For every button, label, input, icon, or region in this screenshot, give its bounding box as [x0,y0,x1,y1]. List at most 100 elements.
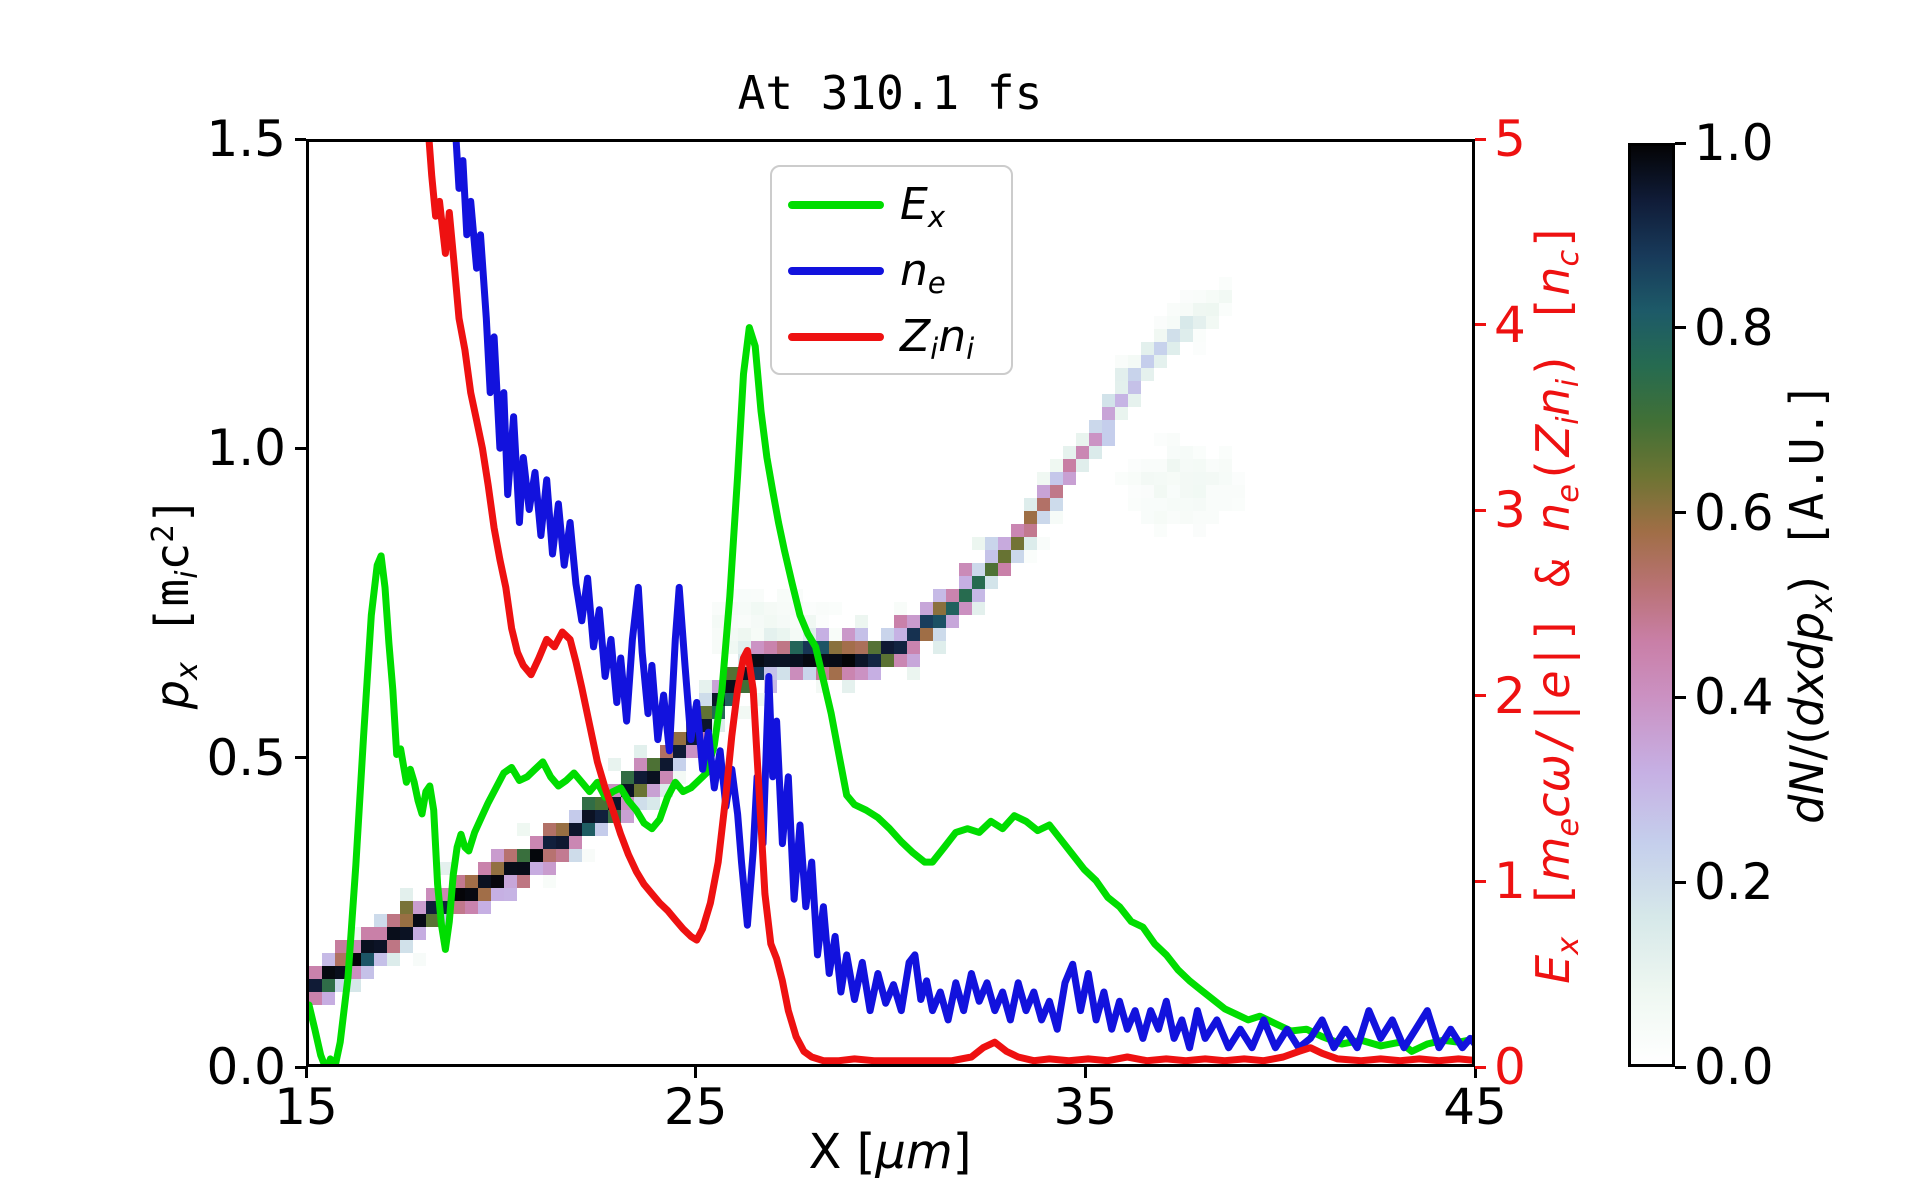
phase-space-cell [452,901,465,914]
phase-space-cell [777,628,790,641]
phase-space-cell [868,641,881,654]
phase-space-cell [998,537,1011,550]
phase-space-cell [673,732,686,745]
label-segment: N [1780,760,1834,795]
colorbar-tick-label: 0.6 [1694,483,1774,542]
x-tick-label: 45 [1443,1078,1507,1136]
phase-space-cell [1115,472,1128,485]
phase-space-cell [842,641,855,654]
y-left-tick-label: 0.5 [206,728,286,787]
plot-title: At 310.1 fs [737,66,1043,120]
phase-space-cell [790,667,803,680]
label-segment: i [930,332,939,367]
colorbar-tick-label: 0.0 [1694,1038,1774,1096]
phase-space-cell [1128,368,1141,381]
phase-space-cell [530,862,543,875]
phase-space-cell [972,602,985,615]
phase-space-cell [1154,342,1167,355]
phase-space-cell [1167,485,1180,498]
phase-space-cell [374,940,387,953]
phase-space-cell [959,602,972,615]
phase-space-cell [504,888,517,901]
phase-space-cell [816,628,829,641]
label-segment: ) [1526,351,1580,379]
phase-space-cell [478,875,491,888]
phase-space-cell [530,836,543,849]
label-segment: c [1550,249,1586,267]
phase-space-cell [1063,446,1076,459]
phase-space-cell [985,576,998,589]
phase-space-cell [790,641,803,654]
ex-curve [309,324,1472,1064]
phase-space-cell [1024,524,1037,537]
phase-space-cell [1219,277,1232,290]
phase-space-cell [1232,472,1245,485]
phase-space-cell [764,628,777,641]
phase-space-cell [504,849,517,862]
phase-space-cell [1167,316,1180,329]
phase-space-cell [972,589,985,602]
phase-space-cell [738,589,751,602]
phase-space-cell [933,602,946,615]
y-right-tick-label: 1 [1494,852,1526,911]
phase-space-cell [842,654,855,667]
phase-space-cell [933,615,946,628]
phase-space-cell [1050,498,1063,511]
phase-space-cell [842,628,855,641]
y-right-tick-label: 5 [1494,110,1526,168]
phase-space-cell [322,992,335,1005]
label-segment: x [1804,593,1840,612]
phase-space-cell [595,823,608,836]
phase-space-cell [829,667,842,680]
phase-space-cell [543,836,556,849]
phase-space-cell [985,537,998,550]
phase-space-cell [1024,498,1037,511]
phase-space-cell [751,615,764,628]
zini-curve [425,142,1472,1064]
phase-space-cell [1154,459,1167,472]
y-left-tick [295,756,306,760]
y-right-tick-label: 3 [1494,481,1526,540]
phase-space-cell [907,641,920,654]
phase-space-cell [1011,524,1024,537]
phase-space-cell [426,914,439,927]
phase-space-cell [491,875,504,888]
phase-space-cell [1037,498,1050,511]
phase-space-cell [738,615,751,628]
phase-space-cell [413,914,426,927]
phase-space-cell [1193,342,1206,355]
phase-space-cell [920,628,933,641]
phase-space-cell [1154,524,1167,537]
phase-space-cell [1193,303,1206,316]
colorbar-tick [1675,326,1686,330]
phase-space-cell [582,810,595,823]
phase-space-cell [1141,472,1154,485]
phase-space-cell [855,654,868,667]
phase-space-cell [1115,355,1128,368]
y-right-tick [1475,508,1486,512]
phase-space-cell [387,953,400,966]
phase-space-cell [504,875,517,888]
label-segment: m [905,1124,953,1180]
y-right-tick [1475,137,1486,141]
label-segment: n [900,245,928,296]
phase-space-cell [361,953,374,966]
phase-space-cell [1128,355,1141,368]
phase-space-cell [777,602,790,615]
phase-space-cell [1193,316,1206,329]
phase-space-cell [673,758,686,771]
phase-space-cell [894,628,907,641]
phase-space-cell [517,849,530,862]
phase-space-cell [1063,472,1076,485]
phase-space-cell [1206,511,1219,524]
phase-space-cell [1011,537,1024,550]
phase-space-cell [504,862,517,875]
phase-space-cell [1193,472,1206,485]
phase-space-cell [309,966,322,979]
phase-space-cell [1141,342,1154,355]
phase-space-cell [1128,485,1141,498]
label-segment: & [1526,531,1580,615]
phase-space-cell [790,628,803,641]
phase-space-cell [335,953,348,966]
colorbar-tick-label: 0.4 [1694,668,1774,727]
